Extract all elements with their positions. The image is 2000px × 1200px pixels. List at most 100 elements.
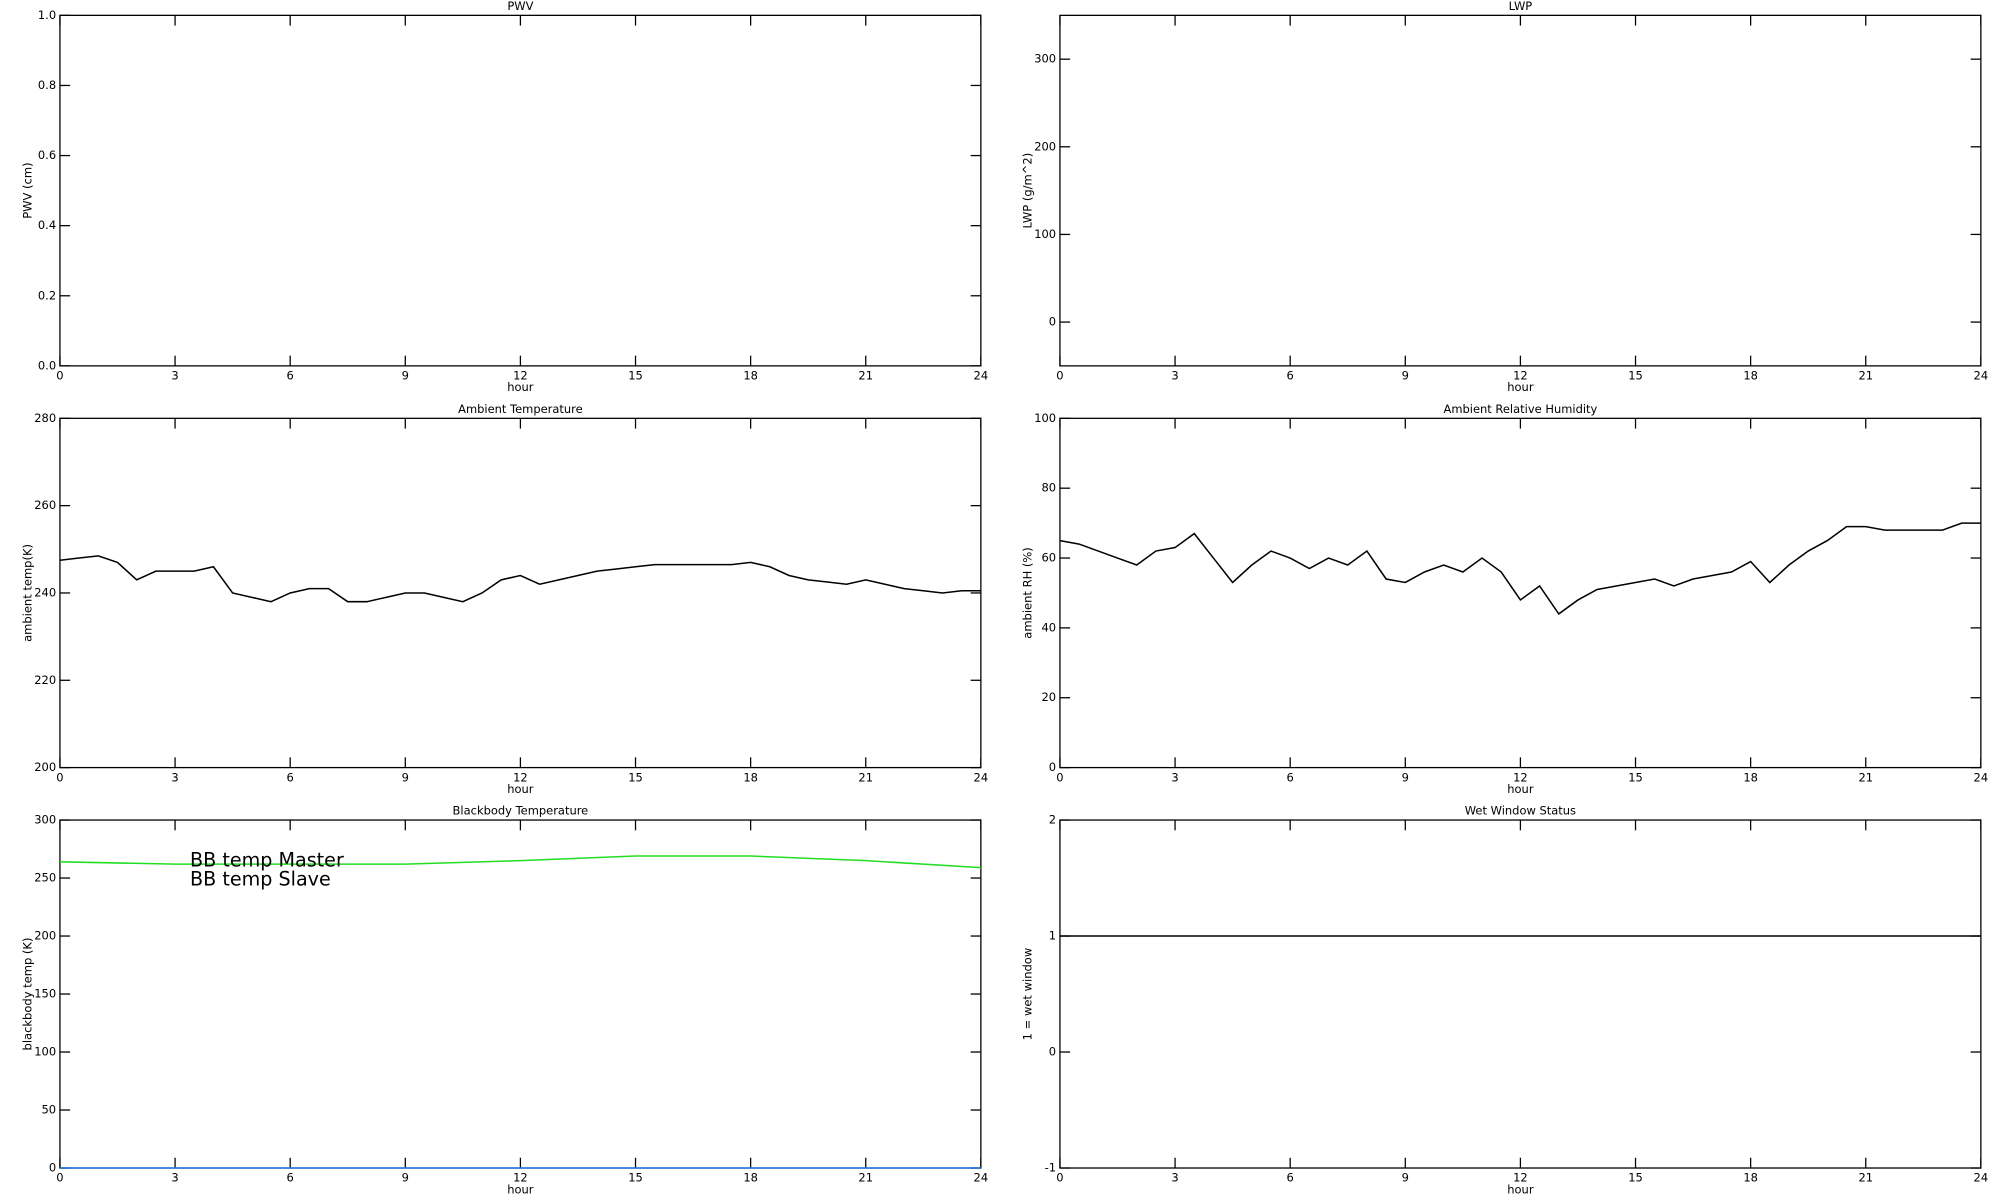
y-tick-label: -1 [1045,1161,1056,1175]
x-tick-label: 18 [1743,770,1758,784]
chart-title: Ambient Temperature [458,402,583,416]
x-tick-label: 0 [1056,1171,1063,1185]
x-tick-label: 9 [1402,1171,1409,1185]
x-axis-label: hour [507,1182,534,1196]
y-tick-label: 0 [1049,760,1056,774]
x-tick-label: 24 [974,770,989,784]
x-tick-label: 0 [1056,369,1063,383]
y-axis-label: PWV (cm) [21,162,35,218]
y-axis-label: ambient temp(K) [21,544,35,642]
y-tick-label: 300 [34,813,56,827]
x-tick-label: 24 [1974,770,1989,784]
x-axis-label: hour [1507,380,1534,394]
x-tick-label: 24 [1974,369,1989,383]
x-tick-label: 15 [628,369,643,383]
y-tick-label: 40 [1042,620,1057,634]
data-line [59,855,981,869]
y-tick-label: 0 [49,1161,56,1175]
y-tick-label: 80 [1042,481,1057,495]
x-tick-label: 24 [974,1171,989,1185]
chart-panel: Ambient Relative Humidity hour ambient RH … [1021,402,1989,796]
x-tick-label: 15 [628,770,643,784]
chart-panel: PWV hour PWV (cm) 0 3 6 9 12 15 18 21 24 0.0 0.2 0.4 0.… [21,0,989,394]
y-tick-label: 60 [1042,551,1057,565]
y-tick-label: 250 [34,871,56,885]
chart-panel: LWP hour LWP (g/m^2) 0 3 6 9 12 15 18 21 24 0 100 200 3… [1021,0,1989,394]
x-tick-label: 24 [1974,1171,1989,1185]
x-tick-label: 21 [1858,770,1873,784]
y-tick-label: 150 [34,987,56,1001]
plot-frame [1059,417,1982,769]
y-tick-label: 100 [1034,411,1056,425]
x-tick-label: 12 [513,369,528,383]
data-line [1059,522,1981,616]
x-tick-label: 12 [1513,369,1528,383]
x-tick-label: 6 [1287,1171,1294,1185]
y-tick-label: 0 [1049,1045,1056,1059]
x-tick-label: 9 [1402,770,1409,784]
legend-entry: BB temp Master [190,848,344,871]
x-tick-label: 3 [171,1171,178,1185]
x-axis-label: hour [507,380,534,394]
y-tick-label: 0 [1049,315,1056,329]
legend-entry: BB temp Slave [190,868,331,891]
y-tick-label: 0.0 [38,358,56,372]
plot-frame [59,14,982,367]
y-tick-label: 200 [34,929,56,943]
x-tick-label: 18 [743,1171,758,1185]
y-tick-label: 2 [1049,813,1056,827]
y-tick-label: 0.4 [38,218,56,232]
x-tick-label: 0 [1056,770,1063,784]
x-tick-label: 9 [402,369,409,383]
chart-panel: Ambient Temperature hour ambient temp(K) 0 3… [21,402,989,796]
x-tick-label: 21 [858,369,873,383]
x-tick-label: 15 [628,1171,643,1185]
x-tick-label: 18 [743,770,758,784]
x-tick-label: 6 [1287,369,1294,383]
y-tick-label: 260 [34,498,56,512]
x-tick-label: 9 [1402,369,1409,383]
chart-panel: Wet Window Status hour 1 = wet window 0 3 6 9 1… [1021,804,1989,1197]
plot-frame [59,417,982,769]
y-tick-label: 1.0 [38,8,56,22]
x-tick-label: 18 [743,369,758,383]
x-tick-label: 6 [1287,770,1294,784]
chart-title: Ambient Relative Humidity [1443,402,1597,416]
chart-title: PWV [507,0,533,13]
x-axis-label: hour [1507,782,1534,796]
x-tick-label: 18 [1743,369,1758,383]
x-tick-label: 3 [171,369,178,383]
x-tick-label: 21 [1858,1171,1873,1185]
chart-title: Wet Window Status [1465,804,1576,818]
x-tick-label: 9 [402,770,409,784]
y-axis-label: ambient RH (%) [1021,547,1035,638]
x-tick-label: 15 [1628,1171,1643,1185]
chart-title: LWP [1509,0,1533,13]
y-tick-label: 200 [1034,139,1056,153]
x-tick-label: 6 [287,369,294,383]
x-tick-label: 21 [858,770,873,784]
x-tick-label: 3 [171,770,178,784]
x-tick-label: 6 [287,770,294,784]
y-tick-label: 0.6 [38,148,56,162]
x-tick-label: 3 [1171,1171,1178,1185]
plot-frame [1059,14,1982,367]
x-tick-label: 6 [287,1171,294,1185]
x-axis-label: hour [507,782,534,796]
y-tick-label: 1 [1049,929,1056,943]
x-tick-label: 0 [56,770,63,784]
y-tick-label: 220 [34,673,56,687]
x-tick-label: 24 [974,369,989,383]
x-tick-label: 12 [513,770,528,784]
x-tick-label: 15 [1628,770,1643,784]
y-axis-label: LWP (g/m^2) [1021,153,1035,229]
chart-panel: Blackbody Temperature hour blackbody temp … [21,804,989,1197]
x-axis-label: hour [1507,1182,1534,1196]
x-tick-label: 21 [858,1171,873,1185]
y-tick-label: 240 [34,585,56,599]
x-tick-label: 0 [56,369,63,383]
x-tick-label: 3 [1171,770,1178,784]
x-tick-label: 3 [1171,369,1178,383]
